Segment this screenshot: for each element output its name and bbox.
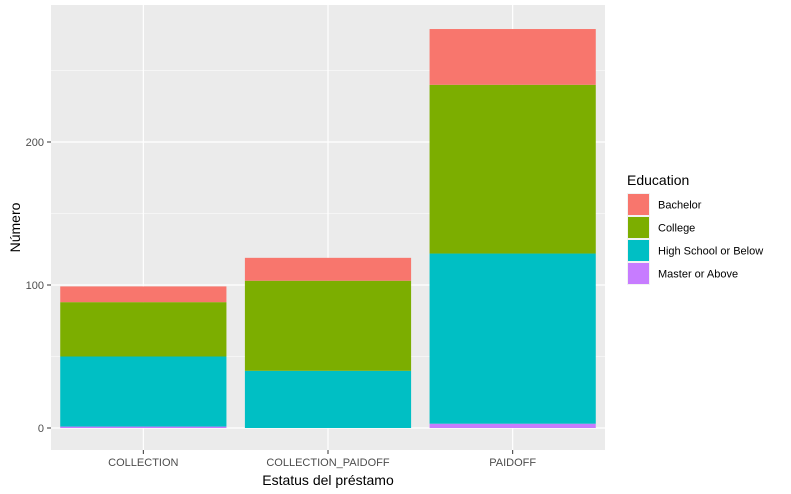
legend-title: Education (627, 172, 689, 188)
bar-segment (429, 423, 596, 428)
legend-label: Master or Above (658, 269, 738, 281)
legend-label: Bachelor (658, 200, 702, 212)
bar-segment (244, 370, 412, 428)
y-axis: 0 100 200 (26, 137, 51, 435)
y-tick-label: 100 (26, 280, 44, 292)
legend-label: High School or Below (658, 246, 763, 258)
bar-segment (429, 253, 596, 424)
legend-swatch (628, 194, 649, 215)
legend-swatch (628, 217, 649, 238)
x-axis: COLLECTION COLLECTION_PAIDOFF PAIDOFF (108, 450, 536, 469)
bar-segment (60, 426, 227, 428)
x-axis-title: Estatus del préstamo (262, 472, 394, 488)
bar-segment (60, 356, 227, 427)
bar-segment (244, 257, 412, 281)
y-tick-label: 0 (38, 423, 44, 435)
legend: Education Bachelor College High School or … (627, 172, 763, 285)
bar-segment (244, 280, 412, 371)
bar-segment (429, 84, 596, 254)
legend-swatch (628, 263, 649, 284)
bar-segment (60, 286, 227, 303)
legend-swatch (628, 240, 649, 261)
bar-segment (60, 302, 227, 357)
legend-label: College (658, 223, 695, 235)
bar-segment (429, 29, 596, 85)
x-tick-label: COLLECTION_PAIDOFF (266, 457, 390, 469)
x-tick-label: COLLECTION (108, 457, 178, 469)
y-axis-title: Número (7, 202, 23, 252)
x-tick-label: PAIDOFF (489, 457, 536, 469)
y-tick-label: 200 (26, 137, 44, 149)
bars (60, 29, 596, 428)
